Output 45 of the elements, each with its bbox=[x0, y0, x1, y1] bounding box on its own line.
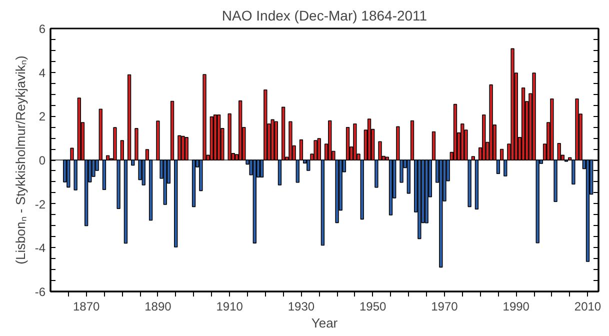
bar bbox=[388, 160, 393, 216]
bar bbox=[181, 136, 185, 160]
chart-title: NAO Index (Dec-Mar) 1864-2011 bbox=[222, 8, 428, 24]
y-tick-label: 4 bbox=[38, 66, 46, 80]
y-tick-label: -2 bbox=[34, 197, 46, 212]
bar bbox=[453, 104, 458, 160]
y-tick-label: -6 bbox=[34, 285, 46, 299]
bar bbox=[213, 114, 218, 160]
bar bbox=[489, 84, 493, 160]
bar bbox=[510, 48, 514, 160]
bar bbox=[418, 160, 422, 240]
bar bbox=[252, 160, 256, 244]
bar bbox=[314, 140, 318, 160]
y-tick-label: 2 bbox=[38, 110, 46, 124]
bar bbox=[328, 120, 332, 160]
x-tick-label: 2010 bbox=[574, 300, 602, 314]
bar bbox=[270, 119, 274, 160]
bar bbox=[586, 160, 590, 262]
bar bbox=[439, 160, 443, 268]
bar bbox=[424, 160, 428, 224]
x-tick-label: 1970 bbox=[431, 300, 458, 314]
x-tick-label: 1950 bbox=[360, 300, 387, 314]
x-axis-title: Year bbox=[311, 316, 338, 330]
x-tick-label: 1890 bbox=[144, 300, 172, 314]
y-tick-label: -4 bbox=[34, 241, 46, 256]
bar bbox=[163, 160, 167, 205]
bar bbox=[521, 87, 526, 160]
bar bbox=[288, 121, 292, 160]
bar bbox=[184, 137, 188, 160]
bar bbox=[192, 160, 196, 208]
x-tick-label: 1910 bbox=[216, 300, 244, 314]
y-axis-title: (Lisbonₙ - Stykkisholmur/Reykjavikₙ) bbox=[12, 56, 28, 264]
bar bbox=[238, 100, 242, 160]
bar bbox=[482, 114, 486, 160]
y-tick-label: 6 bbox=[38, 22, 46, 36]
x-tick-label: 1870 bbox=[72, 300, 100, 314]
bar bbox=[353, 123, 357, 160]
bar bbox=[367, 118, 372, 160]
bar bbox=[460, 123, 464, 160]
bar bbox=[217, 114, 221, 160]
bar bbox=[210, 116, 214, 160]
y-tick-label: 0 bbox=[38, 154, 46, 168]
x-tick-label: 1990 bbox=[502, 300, 530, 314]
x-tick-label: 1930 bbox=[288, 300, 315, 314]
bar bbox=[228, 113, 232, 160]
